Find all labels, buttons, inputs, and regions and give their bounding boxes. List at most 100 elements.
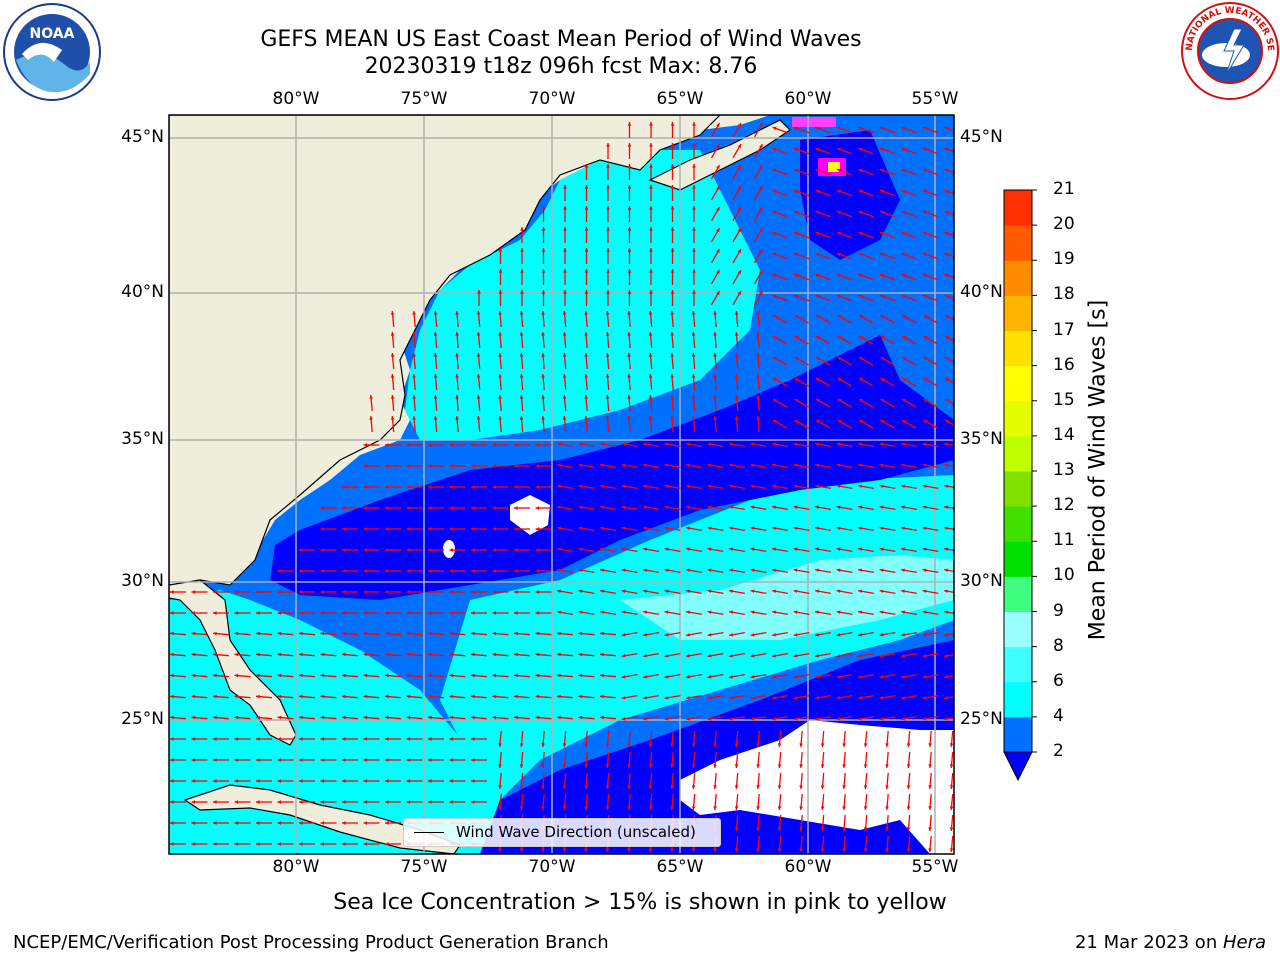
wave-arrow-head — [514, 485, 518, 489]
wave-arrow-head — [342, 569, 346, 573]
wave-arrow-head — [299, 548, 303, 552]
wave-arrow-head — [449, 737, 454, 741]
wave-arrow-head — [498, 248, 503, 252]
wave-arrow-head — [299, 821, 303, 825]
wave-arrow-head — [820, 848, 825, 852]
wave-arrow-head — [858, 589, 862, 594]
wave-arrow-head — [664, 547, 669, 552]
wave-arrow-head — [342, 485, 346, 489]
wave-arrow-head — [256, 821, 260, 825]
wave-arrow-head — [734, 764, 739, 768]
wave-arrow-head — [686, 568, 690, 573]
wave-arrow-head — [686, 484, 690, 489]
wave-arrow-head — [944, 716, 948, 721]
wave-arrow-head — [737, 270, 741, 275]
land-cuba — [183, 784, 461, 854]
wave-arrow-head — [390, 353, 395, 357]
wave-arrow-head — [476, 395, 481, 399]
wave-arrow-head — [449, 715, 454, 720]
wave-arrow-head — [729, 653, 733, 658]
wave-arrow-head — [471, 673, 475, 678]
wave-arrow-head — [471, 715, 475, 720]
wave-arrow-head — [794, 399, 799, 403]
wave-arrow-head — [191, 673, 196, 678]
wave-arrow-head — [734, 395, 739, 399]
wave-arrow-head — [170, 611, 174, 615]
wave-arrow-head — [519, 374, 524, 378]
wave-arrow-head — [541, 416, 545, 420]
wave-arrow-head — [514, 631, 518, 636]
wave-arrow-head — [492, 631, 497, 636]
wave-arrow-head — [772, 294, 777, 299]
wave-arrow-head — [923, 399, 928, 403]
nodata-patch-3 — [680, 720, 954, 854]
wave-arrow-head — [600, 631, 604, 636]
wave-arrow-head — [385, 631, 389, 636]
wave-arrow-head — [514, 611, 518, 615]
wave-arrow-head — [213, 590, 217, 594]
wave-arrow-head — [901, 273, 906, 278]
wave-arrow-head — [433, 311, 438, 315]
wave-arrow-head — [799, 806, 803, 810]
wave-arrow-head — [729, 568, 733, 573]
wave-arrow-head — [428, 548, 432, 552]
wave-arrow-head — [320, 631, 325, 636]
wave-arrow-head — [756, 764, 760, 768]
wave-arrow-head — [363, 800, 368, 804]
wave-arrow-head — [562, 764, 567, 768]
noaa-logo: NOAA — [2, 2, 102, 102]
lon-tick-bottom-3: 65°W — [656, 857, 704, 877]
footer-branch: NCEP/EMC/Verification Post Processing Pr… — [13, 932, 609, 953]
wave-arrow-head — [600, 547, 604, 552]
wave-arrow-head — [385, 590, 389, 594]
wave-arrow-head — [901, 252, 906, 257]
wave-arrow-head — [643, 632, 647, 637]
wave-arrow-head — [277, 652, 282, 657]
wave-arrow-head — [842, 806, 846, 810]
wave-arrow-head — [299, 590, 303, 594]
wave-arrow-head — [627, 374, 631, 378]
wave-arrow-head — [922, 463, 927, 468]
wave-arrow-head — [299, 652, 303, 657]
wave-arrow-head — [170, 590, 174, 594]
wave-arrow-head — [363, 443, 368, 447]
wave-arrow-head — [793, 547, 798, 552]
wave-arrow-head — [859, 315, 864, 319]
wave-arrow-head — [716, 249, 720, 254]
wave-arrow-head — [815, 568, 819, 573]
wave-arrow-head — [557, 442, 561, 447]
wave-arrow-head — [600, 505, 604, 510]
wave-arrow-head — [716, 270, 720, 275]
wave-arrow-head — [476, 353, 481, 357]
wave-arrow-head — [390, 395, 395, 399]
wave-arrow-head — [879, 589, 884, 594]
wave-arrow-head — [492, 506, 497, 510]
wave-arrow-head — [713, 374, 717, 378]
wave-arrow-head — [816, 420, 821, 424]
wave-arrow-head — [584, 806, 588, 810]
wave-arrow-head — [557, 526, 561, 531]
wave-arrow-head — [756, 416, 760, 420]
wave-arrow-head — [406, 631, 411, 636]
wave-arrow-head — [541, 743, 545, 747]
wave-arrow-head — [691, 806, 696, 810]
wave-arrow-head — [390, 311, 395, 315]
wave-arrow-head — [670, 416, 674, 420]
wave-arrow-head — [836, 568, 841, 573]
wave-arrow-head — [664, 610, 669, 615]
wave-arrow-head — [541, 764, 545, 768]
wave-arrow-head — [772, 716, 776, 721]
wave-arrow-head — [686, 442, 690, 447]
wave-arrow-head — [863, 827, 868, 831]
wave-arrow-head — [584, 311, 588, 315]
wave-arrow-head — [816, 336, 821, 340]
wave-arrow-head — [627, 416, 631, 420]
wave-arrow-head — [737, 207, 741, 212]
wave-arrow-head — [793, 632, 798, 637]
wave-arrow-head — [737, 291, 741, 296]
wave-arrow-head — [772, 126, 777, 131]
wave-arrow-head — [406, 443, 411, 447]
wave-arrow-head — [428, 737, 432, 741]
wave-arrow-head — [734, 416, 739, 420]
wave-arrow-head — [277, 758, 282, 762]
